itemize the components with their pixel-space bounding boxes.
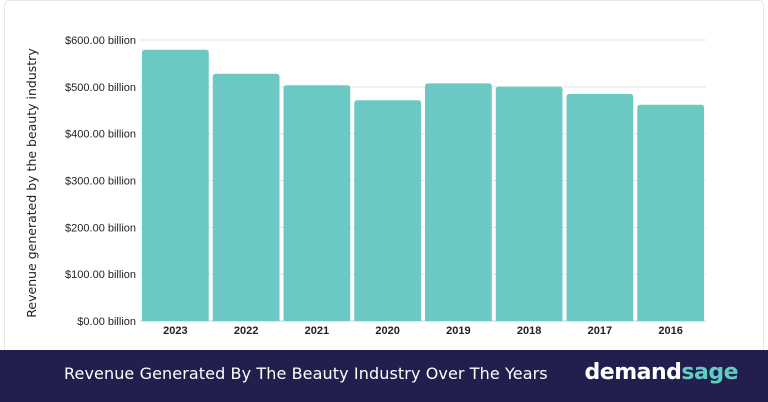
bar-2021 bbox=[283, 85, 351, 321]
bars bbox=[142, 49, 704, 322]
bar-2017 bbox=[566, 94, 634, 321]
x-axis-ticks: 2023 2022 2021 2020 2019 2018 2017 2016 bbox=[163, 325, 683, 337]
bar-chart: $0.00 billion $100.00 billion $200.00 bill… bbox=[24, 35, 706, 337]
bar-2019 bbox=[425, 83, 492, 321]
bar-2023 bbox=[142, 49, 209, 321]
y-axis-label: Revenue generated by the beauty industry bbox=[24, 48, 39, 318]
x-tick-label: 2023 bbox=[163, 325, 187, 337]
brand-logo[interactable]: demandsage bbox=[584, 360, 739, 385]
y-tick-label: $500.00 billion bbox=[65, 82, 136, 94]
bar-2018 bbox=[495, 86, 563, 321]
x-tick-label: 2018 bbox=[517, 325, 541, 337]
y-tick-label: $300.00 billion bbox=[65, 176, 136, 188]
y-axis-ticks: $0.00 billion $100.00 billion $200.00 bill… bbox=[65, 35, 136, 328]
x-tick-label: 2016 bbox=[658, 325, 682, 337]
y-tick-label: $600.00 billion bbox=[65, 35, 136, 47]
bar-2016 bbox=[637, 104, 704, 321]
y-tick-label: $0.00 billion bbox=[77, 316, 136, 328]
y-tick-label: $400.00 billion bbox=[65, 129, 136, 141]
bar-2020 bbox=[354, 100, 421, 322]
footer-banner: Revenue Generated By The Beauty Industry… bbox=[0, 350, 768, 402]
x-tick-label: 2020 bbox=[375, 325, 399, 337]
bar-2022 bbox=[212, 73, 280, 321]
x-tick-label: 2021 bbox=[305, 325, 329, 337]
logo-text-sage: sage bbox=[681, 360, 738, 385]
x-tick-label: 2017 bbox=[588, 325, 612, 337]
chart-title: Revenue Generated By The Beauty Industry… bbox=[64, 364, 548, 383]
logo-text-demand: demand bbox=[584, 360, 682, 385]
x-tick-label: 2019 bbox=[446, 325, 470, 337]
x-tick-label: 2022 bbox=[234, 325, 258, 337]
y-tick-label: $100.00 billion bbox=[65, 269, 136, 281]
y-tick-label: $200.00 billion bbox=[65, 222, 136, 234]
